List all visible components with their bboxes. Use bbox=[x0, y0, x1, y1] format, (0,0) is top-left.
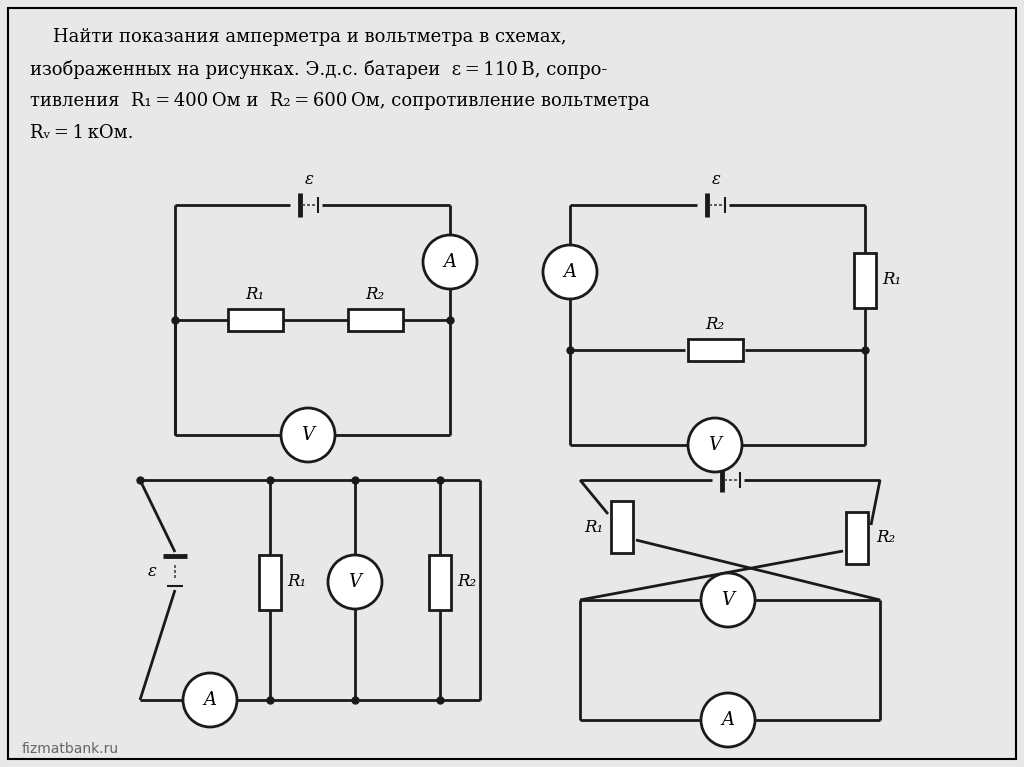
Circle shape bbox=[543, 245, 597, 299]
Text: Rᵥ = 1 кОм.: Rᵥ = 1 кОм. bbox=[30, 124, 133, 142]
Text: A: A bbox=[204, 691, 216, 709]
Circle shape bbox=[701, 573, 755, 627]
Text: ε: ε bbox=[148, 562, 157, 580]
Text: A: A bbox=[443, 253, 457, 271]
Text: R₁: R₁ bbox=[246, 286, 264, 303]
Text: R₂: R₂ bbox=[457, 574, 476, 591]
Text: V: V bbox=[301, 426, 314, 444]
Text: R₁: R₁ bbox=[584, 518, 603, 535]
Circle shape bbox=[688, 418, 742, 472]
Circle shape bbox=[281, 408, 335, 462]
Bar bbox=[854, 252, 876, 308]
Circle shape bbox=[183, 673, 237, 727]
Text: fizmatbank.ru: fizmatbank.ru bbox=[22, 742, 119, 756]
Text: Найти показания амперметра и вольтметра в схемах,: Найти показания амперметра и вольтметра … bbox=[30, 28, 566, 46]
Bar bbox=[347, 309, 402, 331]
Text: изображенных на рисунках. Э.д.с. батареи  ε = 110 В, сопро-: изображенных на рисунках. Э.д.с. батареи… bbox=[30, 60, 607, 79]
Circle shape bbox=[328, 555, 382, 609]
Bar bbox=[259, 555, 281, 610]
Bar bbox=[429, 555, 451, 610]
Bar bbox=[611, 501, 633, 553]
Text: R₁: R₁ bbox=[287, 574, 306, 591]
Circle shape bbox=[701, 693, 755, 747]
Text: R₂: R₂ bbox=[876, 529, 895, 547]
Text: V: V bbox=[722, 591, 734, 609]
Text: тивления  R₁ = 400 Ом и  R₂ = 600 Ом, сопротивление вольтметра: тивления R₁ = 400 Ом и R₂ = 600 Ом, сопр… bbox=[30, 92, 650, 110]
Text: V: V bbox=[709, 436, 722, 454]
Bar bbox=[687, 339, 742, 361]
Text: ε: ε bbox=[304, 171, 313, 188]
Text: A: A bbox=[722, 711, 734, 729]
Bar bbox=[227, 309, 283, 331]
Text: R₂: R₂ bbox=[366, 286, 385, 303]
Text: R₂: R₂ bbox=[706, 316, 725, 333]
Text: A: A bbox=[563, 263, 577, 281]
Circle shape bbox=[423, 235, 477, 289]
Bar bbox=[846, 512, 868, 564]
Text: ε: ε bbox=[712, 171, 721, 188]
Text: R₁: R₁ bbox=[882, 272, 901, 288]
Text: V: V bbox=[348, 573, 361, 591]
Text: ε: ε bbox=[727, 446, 735, 463]
